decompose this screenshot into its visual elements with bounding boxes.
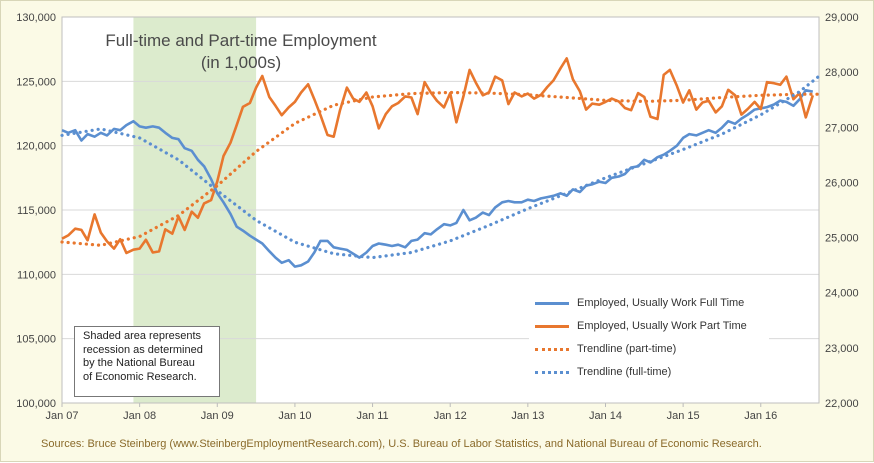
legend-entry-fulltime: Employed, Usually Work Full Time xyxy=(535,295,744,311)
legend-swatch-solid-blue xyxy=(535,301,569,305)
legend-entry-trend-fulltime: Trendline (full-time) xyxy=(535,364,671,380)
legend-swatch-dotted-blue xyxy=(535,370,569,374)
x-tick-label: Jan 11 xyxy=(356,410,388,422)
trendline-fulltime xyxy=(60,74,821,260)
y-right-tick-label: 28,000 xyxy=(825,67,859,79)
legend-entry-parttime: Employed, Usually Work Part Time xyxy=(535,318,747,334)
x-tick-label: Jan 16 xyxy=(744,410,777,422)
legend-label: Trendline (full-time) xyxy=(577,366,672,378)
legend-swatch-dotted-orange xyxy=(535,347,569,351)
legend-label: Employed, Usually Work Full Time xyxy=(577,297,745,309)
legend-label: Trendline (part-time) xyxy=(577,343,677,355)
y-left-tick-label: 130,000 xyxy=(16,12,56,24)
plot-border xyxy=(61,16,820,404)
chart-title: Full-time and Part-time Employment xyxy=(105,31,377,50)
y-right-tick-label: 27,000 xyxy=(825,122,859,134)
y-left-tick-label: 100,000 xyxy=(16,398,56,410)
source-note: Sources: Bruce Steinberg (www.SteinbergE… xyxy=(41,438,762,450)
x-tick-label: Jan 07 xyxy=(45,410,78,422)
legend-swatch-solid-orange xyxy=(535,324,569,328)
y-right-tick-label: 25,000 xyxy=(825,233,859,245)
series-line-fulltime xyxy=(61,89,814,268)
x-tick-label: Jan 08 xyxy=(123,410,156,422)
y-right-tick-label: 24,000 xyxy=(825,288,859,300)
y-right-tick-label: 23,000 xyxy=(825,343,859,355)
y-left-tick-label: 120,000 xyxy=(16,141,56,153)
x-tick-label: Jan 09 xyxy=(201,410,234,422)
x-tick-label: Jan 15 xyxy=(667,410,700,422)
chart-subtitle: (in 1,000s) xyxy=(200,53,282,72)
y-right-tick-label: 26,000 xyxy=(825,177,859,189)
legend-entry-trend-parttime: Trendline (part-time) xyxy=(535,341,676,357)
x-tick-label: Jan 10 xyxy=(278,410,311,422)
y-right-tick-label: 22,000 xyxy=(825,398,859,410)
x-tick-label: Jan 12 xyxy=(434,410,467,422)
recession-note: Shaded area represents recession as dete… xyxy=(74,326,220,397)
y-right-tick-label: 29,000 xyxy=(825,12,859,24)
x-tick-label: Jan 13 xyxy=(511,410,544,422)
recession-note-line: of Economic Research. xyxy=(83,370,197,383)
legend-label: Employed, Usually Work Part Time xyxy=(577,320,747,332)
series-line-parttime xyxy=(61,57,815,255)
y-left-tick-label: 105,000 xyxy=(16,334,56,346)
recession-note-line: by the National Bureau xyxy=(83,357,195,369)
trendline-parttime xyxy=(60,90,821,247)
x-tick-label: Jan 14 xyxy=(589,410,622,422)
y-left-tick-label: 115,000 xyxy=(17,205,56,217)
y-left-tick-label: 110,000 xyxy=(17,269,56,281)
recession-note-line: recession as determined xyxy=(83,343,203,356)
y-left-tick-label: 125,000 xyxy=(16,76,56,88)
recession-note-line: Shaded area represents xyxy=(83,330,202,342)
chart-legend: Employed, Usually Work Full Time Employe… xyxy=(529,289,769,385)
